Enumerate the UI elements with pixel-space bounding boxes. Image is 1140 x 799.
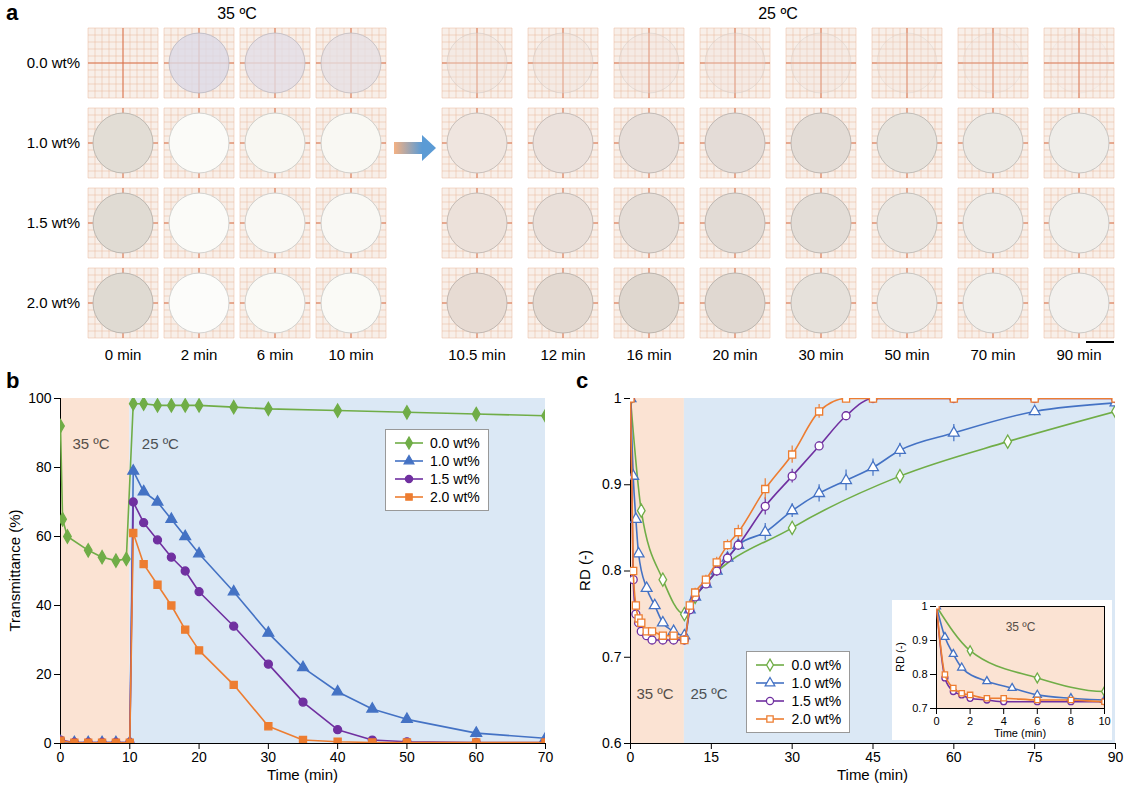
svg-text:35 ºC: 35 ºC [637, 685, 674, 702]
svg-text:0: 0 [44, 735, 52, 751]
svg-text:60: 60 [946, 749, 962, 765]
svg-text:40: 40 [36, 597, 52, 613]
svg-text:100: 100 [28, 390, 52, 406]
svg-text:90: 90 [1108, 749, 1124, 765]
html-text:b: b [6, 368, 20, 393]
svg-text:10: 10 [1098, 715, 1110, 727]
svg-text:35 ºC: 35 ºC [217, 5, 257, 22]
svg-text:Time (min): Time (min) [267, 766, 338, 783]
svg-text:12 min: 12 min [540, 346, 585, 363]
svg-text:35 ºC: 35 ºC [73, 435, 110, 452]
html-text:c: c [576, 368, 589, 393]
svg-text:50: 50 [399, 749, 415, 765]
svg-text:80: 80 [36, 459, 52, 475]
svg-text:20: 20 [191, 749, 207, 765]
html-text:2.0 wt%: 2.0 wt% [429, 489, 480, 505]
svg-text:0: 0 [627, 749, 635, 765]
svg-text:0.8: 0.8 [912, 668, 927, 680]
svg-text:0.7: 0.7 [912, 702, 927, 714]
html-text:1.0 wt%: 1.0 wt% [791, 674, 842, 691]
svg-text:0.9: 0.9 [912, 634, 927, 646]
svg-text:70: 70 [538, 749, 554, 765]
svg-text:10.5 min: 10.5 min [448, 346, 506, 363]
html-text:0.0 wt%: 0.0 wt% [791, 656, 842, 673]
svg-text:60: 60 [468, 749, 484, 765]
html-text:2.0 wt%: 2.0 wt% [791, 710, 842, 727]
svg-text:0 min: 0 min [105, 346, 142, 363]
svg-text:90 min: 90 min [1056, 346, 1101, 363]
svg-text:15: 15 [704, 749, 720, 765]
svg-text:0: 0 [933, 715, 939, 727]
svg-text:1: 1 [921, 600, 927, 612]
svg-text:1.5 wt%: 1.5 wt% [27, 214, 80, 231]
svg-text:4: 4 [1001, 715, 1007, 727]
svg-text:6: 6 [1034, 715, 1040, 727]
svg-text:30: 30 [784, 749, 800, 765]
svg-text:0.0 wt%: 0.0 wt% [27, 54, 80, 71]
svg-text:0.9: 0.9 [602, 476, 622, 492]
svg-text:16 min: 16 min [626, 346, 671, 363]
svg-text:10: 10 [122, 749, 138, 765]
svg-text:2 min: 2 min [181, 346, 218, 363]
svg-text:10 min: 10 min [328, 346, 373, 363]
svg-text:25 ºC: 25 ºC [142, 435, 179, 452]
svg-text:1.0 wt%: 1.0 wt% [27, 134, 80, 151]
svg-text:2: 2 [967, 715, 973, 727]
html-text:0.0 wt%: 0.0 wt% [429, 435, 480, 451]
html-text:1.5 wt%: 1.5 wt% [429, 471, 480, 487]
svg-text:6 min: 6 min [257, 346, 294, 363]
svg-text:60: 60 [36, 528, 52, 544]
svg-text:75: 75 [1027, 749, 1043, 765]
svg-text:25 ºC: 25 ºC [690, 685, 727, 702]
svg-text:8: 8 [1068, 715, 1074, 727]
svg-text:Transmittance (%): Transmittance (%) [6, 510, 23, 632]
svg-text:2.0 wt%: 2.0 wt% [27, 294, 80, 311]
svg-text:25 ºC: 25 ºC [758, 5, 798, 22]
svg-text:RD (-): RD (-) [576, 550, 593, 591]
svg-text:40: 40 [330, 749, 346, 765]
svg-text:20 min: 20 min [712, 346, 757, 363]
svg-text:45: 45 [865, 749, 881, 765]
svg-text:30: 30 [261, 749, 277, 765]
svg-text:0.8: 0.8 [602, 562, 622, 578]
svg-text:Time (min): Time (min) [837, 766, 908, 783]
svg-text:50 min: 50 min [884, 346, 929, 363]
svg-text:0.7: 0.7 [602, 649, 622, 665]
svg-text:a: a [6, 0, 19, 25]
svg-text:Time (min): Time (min) [994, 727, 1046, 739]
svg-text:0: 0 [57, 749, 65, 765]
svg-text:30 min: 30 min [798, 346, 843, 363]
svg-text:RD (-): RD (-) [894, 642, 906, 672]
html-text:1.0 wt%: 1.0 wt% [429, 453, 480, 469]
html-text:1.5 wt%: 1.5 wt% [791, 692, 842, 709]
svg-text:0.6: 0.6 [602, 735, 622, 751]
svg-text:1: 1 [614, 390, 622, 406]
svg-text:35 ºC: 35 ºC [1006, 620, 1036, 634]
svg-text:70 min: 70 min [970, 346, 1015, 363]
svg-text:20: 20 [36, 666, 52, 682]
